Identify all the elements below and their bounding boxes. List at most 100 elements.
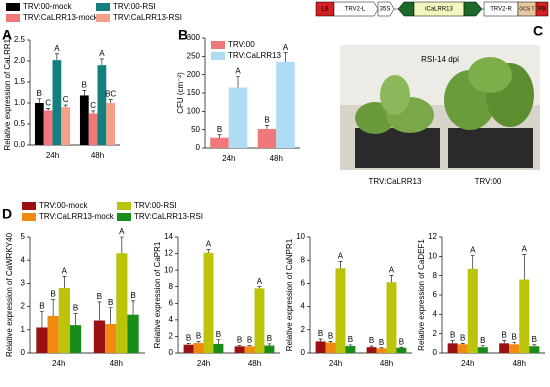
bar xyxy=(228,87,248,148)
y-tick-label: 12 xyxy=(428,232,437,241)
error-bar xyxy=(264,124,269,129)
y-tick-label: 2 xyxy=(433,329,438,338)
error-bar xyxy=(119,236,124,254)
y-tick-label: 6 xyxy=(301,279,306,288)
error-bar xyxy=(399,346,404,348)
bar xyxy=(97,65,107,145)
error-bar xyxy=(82,90,87,96)
y-tick-label: 2 xyxy=(21,302,26,311)
x-tick-label: 48h xyxy=(513,359,526,368)
y-tick-label: 0 xyxy=(433,348,438,357)
legend-swatch xyxy=(6,14,20,22)
significance-letter: A xyxy=(338,251,344,260)
bar xyxy=(193,343,204,353)
construct-label: 35S xyxy=(380,7,391,13)
y-tick-label: 0 xyxy=(301,348,306,357)
y-tick-label: 2 xyxy=(169,332,174,341)
error-bar xyxy=(532,344,537,347)
bar xyxy=(52,60,62,145)
y-tick-label: 1 xyxy=(21,325,26,334)
error-bar xyxy=(257,286,262,289)
error-bar xyxy=(470,255,475,269)
bar xyxy=(234,346,245,353)
bar xyxy=(88,113,98,145)
x-tick-label: 24h xyxy=(329,359,342,368)
y-axis-label: Relative expression of CaWRKY40 xyxy=(5,232,14,357)
significance-letter: B xyxy=(186,334,191,343)
significance-letter: C xyxy=(90,101,96,110)
significance-letter: B xyxy=(196,332,201,341)
significance-letter: A xyxy=(206,240,212,249)
y-axis-label: Relative expression of CaDEF1 xyxy=(417,239,426,351)
error-bar xyxy=(46,108,51,111)
significance-letter: B xyxy=(130,291,135,300)
error-bar xyxy=(62,276,67,289)
error-bar xyxy=(450,340,455,344)
significance-letter: B xyxy=(267,334,272,343)
photo-label: TRV:CaLRR13 xyxy=(369,177,422,186)
y-tick-label: 6 xyxy=(169,298,174,307)
bar xyxy=(467,268,478,353)
bar xyxy=(183,344,194,353)
y-tick-label: 8 xyxy=(301,255,306,264)
significance-letter: B xyxy=(39,301,44,310)
x-tick-label: 24h xyxy=(461,359,474,368)
y-tick-label: 10 xyxy=(296,232,305,241)
error-bar xyxy=(247,345,252,347)
bar xyxy=(34,103,44,145)
bar xyxy=(61,107,71,145)
significance-letter: B xyxy=(108,298,113,307)
x-tick-label: 24h xyxy=(222,154,235,163)
x-tick-label: 24h xyxy=(52,359,65,368)
x-tick-label: 48h xyxy=(248,359,261,368)
construct-label: TRV2-L xyxy=(345,7,366,13)
error-bar xyxy=(196,341,201,344)
significance-letter: B xyxy=(73,304,78,313)
panel-label: B xyxy=(178,27,188,43)
significance-letter: BC xyxy=(105,90,116,99)
bar xyxy=(529,346,540,353)
bar xyxy=(79,95,89,145)
significance-letter: B xyxy=(237,336,242,345)
error-bar xyxy=(99,58,104,66)
y-tick-label: 12 xyxy=(164,249,173,258)
bar xyxy=(325,342,336,353)
error-bar xyxy=(39,310,44,328)
x-tick-label: 24h xyxy=(197,359,210,368)
y-tick-label: 250 xyxy=(187,51,201,60)
bar xyxy=(366,347,377,353)
significance-letter: B xyxy=(450,331,455,340)
bar xyxy=(257,128,277,148)
significance-letter: A xyxy=(522,245,528,254)
significance-letter: B xyxy=(82,81,87,90)
bar xyxy=(335,268,346,353)
significance-letter: A xyxy=(470,245,476,254)
bar xyxy=(210,137,229,148)
y-tick-label: 0.0 xyxy=(14,140,26,149)
plant-photo: RSI-14 dpi xyxy=(340,45,540,170)
significance-letter: A xyxy=(235,67,241,76)
significance-letter: B xyxy=(50,290,55,299)
error-bar xyxy=(131,300,136,315)
error-bar xyxy=(460,343,465,345)
error-bar xyxy=(97,301,102,321)
significance-letter: C xyxy=(45,99,51,108)
legend-swatch xyxy=(96,14,110,22)
y-tick-label: 100 xyxy=(187,106,201,115)
significance-letter: A xyxy=(62,267,68,276)
y-tick-label: 2.5 xyxy=(14,35,26,44)
significance-letter: B xyxy=(216,330,221,339)
error-bar xyxy=(283,52,288,62)
significance-letter: C xyxy=(63,95,69,104)
bar xyxy=(447,343,458,353)
bar xyxy=(47,315,59,353)
bar xyxy=(264,345,275,353)
significance-letter: A xyxy=(283,43,289,52)
bar xyxy=(254,288,265,353)
legend-swatch xyxy=(22,202,36,210)
bar xyxy=(93,320,106,353)
x-tick-label: 48h xyxy=(110,359,123,368)
error-bar xyxy=(236,76,241,88)
error-bar xyxy=(480,345,485,348)
